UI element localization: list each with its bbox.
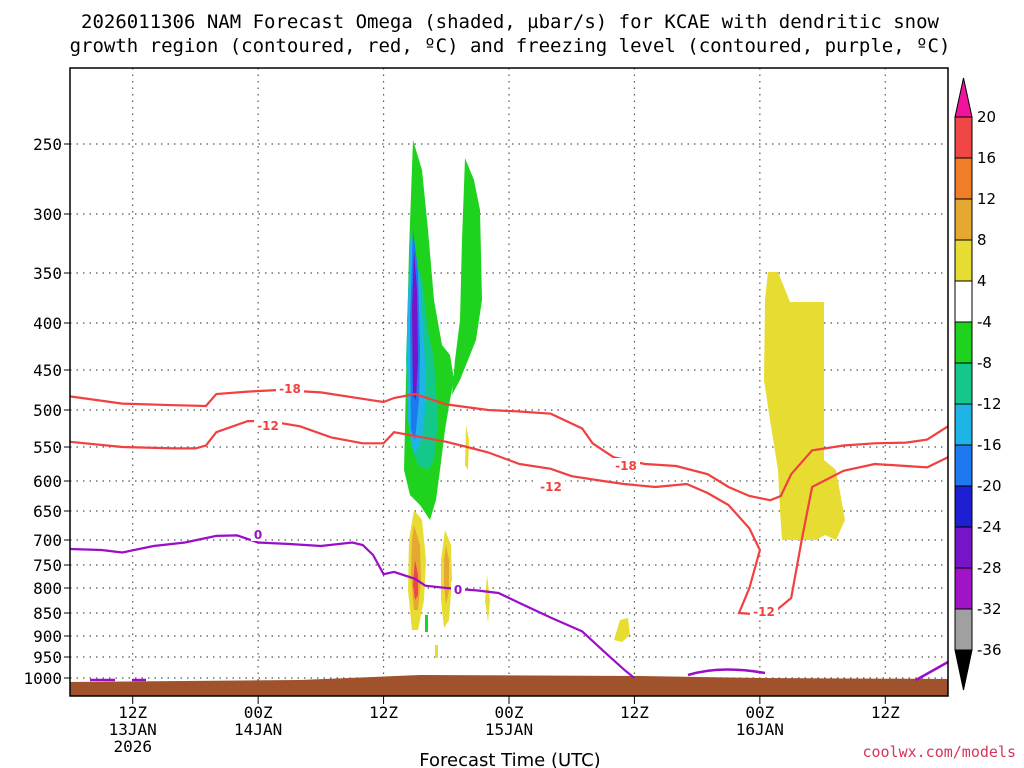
- contour-label-freezing-b: 0: [454, 583, 462, 597]
- x-tick-label: 00Z: [495, 703, 524, 722]
- colorbar-swatch: [954, 403, 973, 446]
- gridlines: [70, 68, 948, 696]
- y-tick-label: 350: [33, 264, 62, 283]
- colorbar-label: -4: [977, 313, 992, 331]
- y-tick-label: 950: [33, 648, 62, 667]
- chart-title-line-2: growth region (contoured, red, ºC) and f…: [70, 35, 951, 57]
- x-tick-label: 00Z: [244, 703, 273, 722]
- y-tick-label: 900: [33, 627, 62, 646]
- freezing-contour-fragment-4: [915, 660, 949, 682]
- x-tick-label: 12Z: [118, 703, 147, 722]
- y-tick-label: 600: [33, 472, 62, 491]
- colorbar-label: -36: [977, 641, 1002, 659]
- ground-terrain: [70, 675, 948, 696]
- y-tick-label: 400: [33, 314, 62, 333]
- colorbar-swatch: [954, 567, 973, 610]
- colorbar-swatch: [954, 239, 973, 282]
- contour-label-minus18-a: -18: [279, 382, 301, 396]
- y-tick-label: 1000: [23, 669, 62, 688]
- omega-region-yellow-5: [614, 618, 630, 642]
- y-tick-label: 250: [33, 135, 62, 154]
- colorbar-label: 12: [977, 190, 996, 208]
- freezing-contour-fragment-3: [687, 668, 766, 677]
- colorbar-swatch: [954, 198, 973, 241]
- x-tick-label: 16JAN: [736, 720, 784, 739]
- y-tick-label: 800: [33, 579, 62, 598]
- contour-line: [69, 388, 949, 502]
- colorbar-label: 4: [977, 272, 987, 290]
- x-tick-label: 12Z: [871, 703, 900, 722]
- x-tick-label: 13JAN: [109, 720, 157, 739]
- omega-region-green-right: [452, 158, 482, 395]
- colorbar-swatch: [954, 280, 973, 323]
- colorbar: 20 16 12 8 4 -4 -8 -12 -16 -20 -24 -28 -32 -36: [954, 77, 1002, 691]
- x-tick-label: 15JAN: [485, 720, 533, 739]
- colorbar-label: -16: [977, 436, 1002, 454]
- colorbar-label: 8: [977, 231, 987, 249]
- x-tick-label: 14JAN: [234, 720, 282, 739]
- y-tick-label: 300: [33, 205, 62, 224]
- colorbar-label: -20: [977, 477, 1002, 495]
- omega-region-yellow-right: [764, 272, 845, 540]
- chart-title-line-1: 2026011306 NAM Forecast Omega (shaded, µ…: [81, 11, 939, 33]
- x-axis-label: Forecast Time (UTC): [419, 750, 600, 768]
- colorbar-swatch: [954, 321, 973, 364]
- colorbar-swatch: [954, 444, 973, 487]
- colorbar-label: -12: [977, 395, 1002, 413]
- colorbar-label: -32: [977, 600, 1002, 618]
- colorbar-label: -28: [977, 559, 1002, 577]
- colorbar-bottom-arrow: [954, 649, 973, 691]
- x-tick-label: 12Z: [369, 703, 398, 722]
- y-tick-label: 700: [33, 531, 62, 550]
- contour-label-freezing-a: 0: [254, 528, 262, 542]
- colorbar-swatch: [954, 485, 973, 528]
- colorbar-label: -24: [977, 518, 1002, 536]
- y-tick-label: 500: [33, 401, 62, 420]
- y-axis: 250 300 350 400 450 500 550 600 650 700 750 800 850 9…: [23, 135, 70, 688]
- omega-shading: [404, 140, 845, 658]
- y-tick-label: 650: [33, 502, 62, 521]
- colorbar-label: -8: [977, 354, 992, 372]
- contour-label-minus12-c: -12: [753, 605, 775, 619]
- colorbar-top-arrow: [954, 77, 973, 118]
- colorbar-swatch: [954, 362, 973, 405]
- contour-label-minus12-a: -12: [257, 419, 279, 433]
- contour-labels: -18 -18 -12 -12 -12 0 0: [251, 381, 778, 619]
- y-tick-label: 750: [33, 556, 62, 575]
- colorbar-swatch: [954, 157, 973, 200]
- colorbar-swatch: [954, 608, 973, 651]
- omega-region-yellow-4: [485, 575, 490, 622]
- x-tick-label: 12Z: [620, 703, 649, 722]
- y-tick-label: 850: [33, 604, 62, 623]
- omega-region-purple: [412, 250, 418, 400]
- colorbar-label: 20: [977, 108, 996, 126]
- contour-line: [69, 534, 636, 679]
- colorbar-swatch: [954, 116, 973, 159]
- colorbar-swatch: [954, 526, 973, 569]
- contour-label-minus18-b: -18: [615, 459, 637, 473]
- omega-region-orange-2: [444, 545, 449, 605]
- contour-label-minus12-b: -12: [540, 480, 562, 494]
- x-tick-label: 2026: [113, 737, 152, 756]
- y-tick-label: 450: [33, 361, 62, 380]
- y-tick-label: 550: [33, 438, 62, 457]
- omega-region-yellow-6: [435, 645, 438, 658]
- omega-region-green-small: [425, 615, 428, 632]
- credit-text[interactable]: coolwx.com/models: [862, 743, 1016, 761]
- colorbar-label: 16: [977, 149, 996, 167]
- x-tick-label: 00Z: [745, 703, 774, 722]
